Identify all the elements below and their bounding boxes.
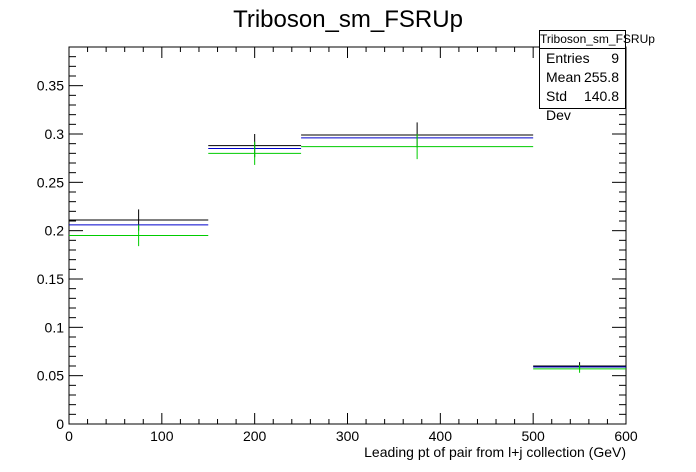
- y-tick-label: 0: [56, 416, 64, 432]
- x-tick-label: 200: [243, 428, 267, 444]
- x-tick-label: 0: [65, 428, 73, 444]
- x-tick-label: 600: [614, 428, 638, 444]
- y-tick-labels: 0 0.05 0.1 0.15 0.2 0.25 0.3 0.35: [37, 78, 64, 432]
- stats-mean-label: Mean: [546, 69, 582, 85]
- y-tick-label: 0.1: [45, 319, 65, 335]
- stats-std-row: Std Dev 140.8: [540, 87, 625, 123]
- stats-box: Triboson_sm_FSRUp Entries 9 Mean 255.8 S…: [539, 30, 655, 123]
- x-tick-label: 400: [429, 428, 453, 444]
- y-tick-label: 0.05: [37, 368, 64, 384]
- x-tick-labels: 0 100 200 300 400 500 600: [65, 428, 638, 444]
- x-tick-label: 300: [336, 428, 360, 444]
- y-tick-label: 0.2: [45, 223, 65, 239]
- x-tick-label: 500: [521, 428, 545, 444]
- histogram-marks: [69, 122, 626, 373]
- stats-title: Triboson_sm_FSRUp: [540, 31, 655, 49]
- chart-title: Triboson_sm_FSRUp: [233, 6, 463, 33]
- x-axis-label: Leading pt of pair from l+j collection (…: [364, 444, 626, 460]
- stats-entries-row: Entries 9: [540, 49, 625, 68]
- stats-std-label: Std Dev: [546, 88, 571, 123]
- y-tick-label: 0.25: [37, 174, 64, 190]
- y-tick-label: 0.3: [45, 126, 65, 142]
- x-tick-label: 100: [150, 428, 174, 444]
- stats-mean-value: 255.8: [583, 69, 619, 85]
- stats-mean-row: Mean 255.8: [540, 68, 625, 87]
- stats-entries-value: 9: [611, 50, 619, 66]
- stats-entries-label: Entries: [546, 50, 590, 66]
- y-tick-label: 0.35: [37, 78, 64, 94]
- y-tick-label: 0.15: [37, 271, 64, 287]
- stats-std-value: 140.8: [583, 88, 619, 104]
